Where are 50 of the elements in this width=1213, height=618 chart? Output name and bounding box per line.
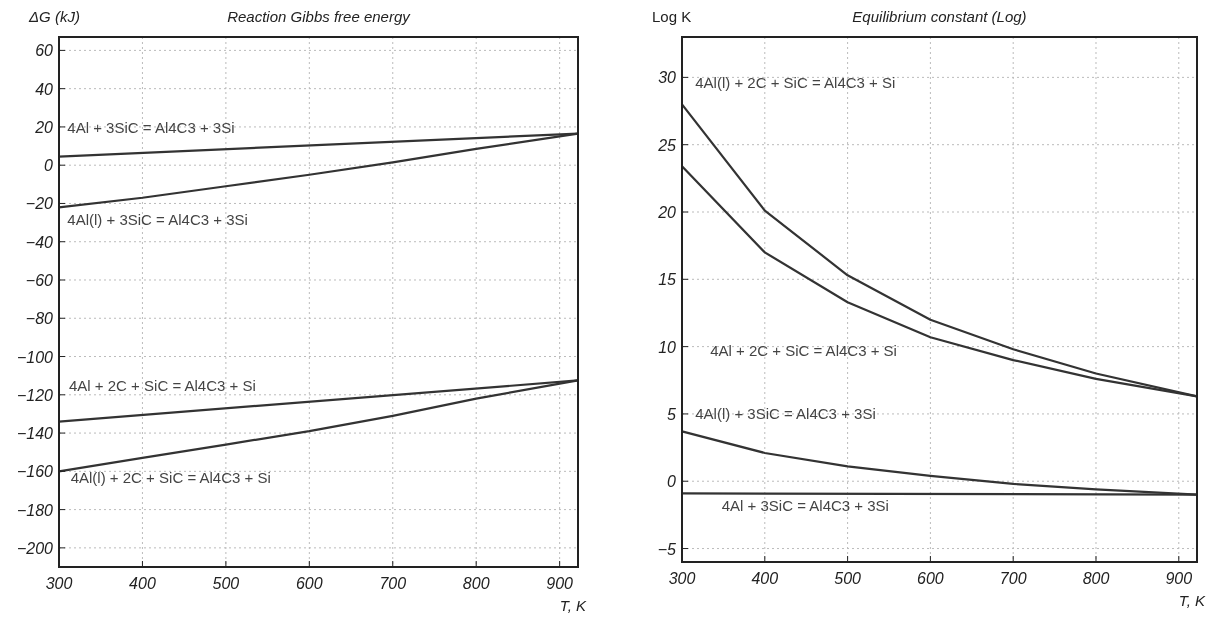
x-tick-label: 900 [1165, 570, 1193, 587]
x-tick-label: 800 [462, 575, 490, 592]
series-label: 4Al(l) + 2C + SiC = Al4C3 + Si [695, 74, 896, 92]
x-tick-label: 300 [668, 570, 696, 587]
y-tick-label: 0 [44, 157, 54, 175]
y-tick-label: −20 [25, 195, 54, 213]
y-tick-label: 40 [35, 80, 54, 98]
x-tick-label: 700 [379, 575, 407, 592]
series-label: 4Al(l) + 3SiC = Al4C3 + 3Si [695, 405, 876, 423]
x-tick-label: 600 [295, 575, 323, 592]
y-tick-label: −180 [16, 501, 54, 519]
x-tick-label: 900 [546, 575, 574, 592]
y-axis-title: Log K [652, 8, 692, 25]
x-tick-label: 300 [45, 575, 73, 592]
series-label: 4Al + 2C + SiC = Al4C3 + Si [710, 342, 897, 360]
series-label: 4Al + 3SiC = Al4C3 + 3Si [721, 496, 889, 514]
y-tick-label: 20 [657, 204, 677, 221]
series-label: 4Al + 3SiC = Al4C3 + 3Si [67, 118, 235, 136]
y-tick-label: −60 [25, 272, 54, 289]
y-tick-label: 5 [667, 405, 677, 423]
x-tick-label: 500 [834, 570, 862, 587]
y-tick-label: −100 [16, 348, 54, 366]
y-tick-label: −5 [657, 540, 677, 558]
y-tick-label: −40 [25, 233, 54, 251]
x-axis-title: T, K [1178, 592, 1206, 609]
y-tick-label: 10 [658, 338, 677, 356]
x-tick-label: 600 [917, 570, 944, 587]
chart-title: Equilibrium constant (Log) [852, 8, 1027, 25]
series-label: 4Al(l) + 3SiC = Al4C3 + 3Si [67, 210, 248, 228]
x-tick-label: 400 [751, 570, 779, 587]
x-axis-title: T, K [559, 597, 587, 614]
series-label: 4Al(l) + 2C + SiC = Al4C3 + Si [70, 468, 271, 486]
y-tick-label: −160 [16, 463, 54, 481]
y-tick-label: 25 [657, 136, 677, 154]
y-tick-label: 20 [34, 118, 54, 136]
x-tick-label: 500 [212, 575, 240, 592]
y-tick-label: −140 [16, 425, 54, 443]
chart-title: Reaction Gibbs free energy [227, 8, 412, 25]
y-tick-label: 15 [658, 271, 677, 289]
y-tick-label: −200 [16, 539, 54, 557]
y-tick-label: 30 [658, 69, 677, 87]
x-tick-label: 700 [999, 570, 1027, 587]
series-label: 4Al + 2C + SiC = Al4C3 + Si [69, 376, 256, 394]
y-tick-label: 0 [667, 473, 677, 491]
y-tick-label: −120 [16, 386, 54, 404]
x-tick-label: 800 [1082, 570, 1110, 587]
y-tick-label: 60 [35, 42, 54, 60]
y-axis-title: ΔG (kJ) [28, 8, 80, 25]
x-tick-label: 400 [129, 575, 156, 592]
y-tick-label: −80 [25, 310, 54, 328]
